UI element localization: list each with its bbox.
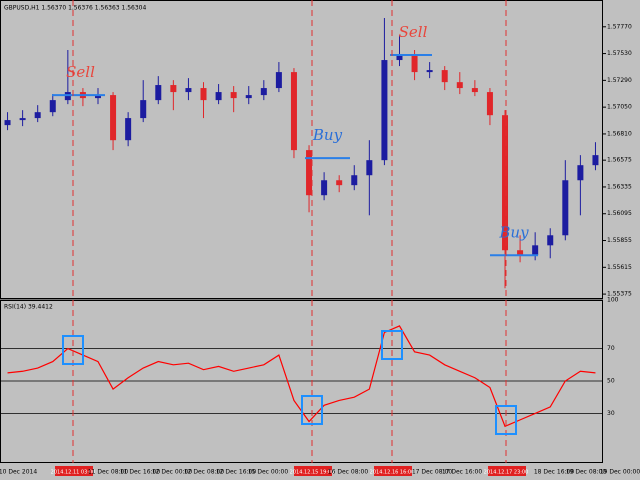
signal-label: Sell — [66, 63, 95, 81]
x-tick-label: 2014.12.17 23:00 — [484, 470, 529, 476]
candle-body — [230, 92, 237, 99]
x-tick-label: 19 Dec 08:00 — [566, 469, 607, 476]
candle-body — [366, 160, 373, 176]
x-tick-label: 11 Dec 08:00 — [88, 469, 129, 476]
candle-body — [381, 60, 388, 161]
signal-box — [301, 395, 323, 425]
x-tick-label: 19 Dec 00:00 — [600, 469, 640, 476]
y-tick-label: 1.57050 — [607, 104, 632, 111]
y-tick-label: 30 — [607, 410, 615, 417]
signal-label: Buy — [498, 223, 529, 241]
candle-body — [411, 55, 418, 73]
x-tick-label: 15 Dec 00:00 — [248, 469, 289, 476]
candle-body — [486, 92, 493, 116]
candle-body — [592, 155, 599, 166]
signal-label: Buy — [312, 126, 343, 144]
candle-body — [200, 88, 207, 101]
y-tick-label: 1.55615 — [607, 264, 632, 271]
time-label-highlight — [488, 466, 526, 476]
signal-label: Sell — [399, 23, 428, 41]
candle-body — [170, 85, 177, 93]
candle-body — [140, 100, 147, 119]
rsi-panel-border — [0, 300, 603, 463]
main-title: GBPUSD,H1 1.56370 1.56376 1.56363 1.5630… — [4, 5, 146, 12]
candle-body — [577, 165, 584, 181]
rsi-title: RSI(14) 39.4412 — [4, 304, 53, 311]
candle-body — [562, 180, 569, 236]
y-tick-label: 1.56095 — [607, 210, 632, 217]
y-tick-label: 1.56335 — [607, 183, 632, 190]
x-tick-label: 17 Dec 16:00 — [442, 469, 483, 476]
candle-body — [426, 70, 433, 73]
candle-body — [245, 95, 252, 99]
candle-body — [336, 180, 343, 186]
candle-body — [94, 95, 101, 99]
x-tick-label: 16 Dec 08:00 — [328, 469, 369, 476]
candle-body — [4, 120, 11, 126]
candle-body — [321, 180, 328, 196]
x-tick-label: 2014.12.15 19:00 — [290, 470, 335, 476]
y-tick-label: 50 — [607, 378, 615, 385]
candle-body — [517, 250, 524, 256]
candle-body — [396, 55, 403, 61]
x-tick-label: 17 Dec 08:00 — [412, 469, 453, 476]
x-tick-label: 12 Dec 00:00 — [152, 469, 193, 476]
y-tick-label: 1.57290 — [607, 77, 632, 84]
y-tick-label: 1.57770 — [607, 23, 632, 30]
candle-body — [306, 150, 313, 196]
signal-box — [381, 330, 403, 360]
candle-body — [110, 95, 117, 141]
candle-body — [547, 235, 554, 246]
candle-body — [260, 88, 267, 96]
candle-body — [155, 85, 162, 101]
x-tick-label: 12 Dec 08:00 — [184, 469, 225, 476]
y-tick-label: 1.55375 — [607, 291, 632, 298]
candle-body — [34, 112, 41, 119]
x-tick-label: 12 Dec 16:00 — [216, 469, 257, 476]
y-tick-label: 1.56575 — [607, 157, 632, 164]
main-panel-border — [0, 0, 603, 299]
candle-body — [351, 175, 358, 186]
candle-body — [275, 72, 282, 89]
time-label-highlight — [55, 466, 93, 476]
candle-body — [502, 115, 509, 251]
candle-body — [49, 100, 56, 113]
candle-body — [456, 82, 463, 89]
signal-box — [62, 335, 84, 365]
candle-body — [215, 92, 222, 101]
candle-body — [471, 88, 478, 93]
candle-body — [532, 245, 539, 256]
time-label-highlight — [294, 466, 332, 476]
x-tick-label: 2014.12.16 16:00 — [370, 470, 415, 476]
y-tick-label: 1.56810 — [607, 130, 632, 137]
x-tick-label: 2014.12.11 03:00 — [51, 470, 96, 476]
signal-box — [495, 405, 517, 435]
time-label-highlight — [374, 466, 412, 476]
candle-body — [19, 118, 26, 121]
candle-body — [290, 72, 297, 151]
candle-body — [125, 118, 132, 141]
y-tick-label: 100 — [607, 297, 619, 304]
x-tick-label: 11 Dec 16:00 — [120, 469, 161, 476]
x-tick-label: 18 Dec 16:00 — [534, 469, 575, 476]
y-tick-label: 70 — [607, 345, 615, 352]
x-tick-label: 10 Dec 2014 — [0, 469, 37, 476]
y-tick-label: 1.55855 — [607, 237, 632, 244]
candle-body — [64, 92, 71, 101]
y-tick-label: 1.57530 — [607, 50, 632, 57]
candle-body — [185, 88, 192, 93]
candle-body — [441, 70, 448, 83]
